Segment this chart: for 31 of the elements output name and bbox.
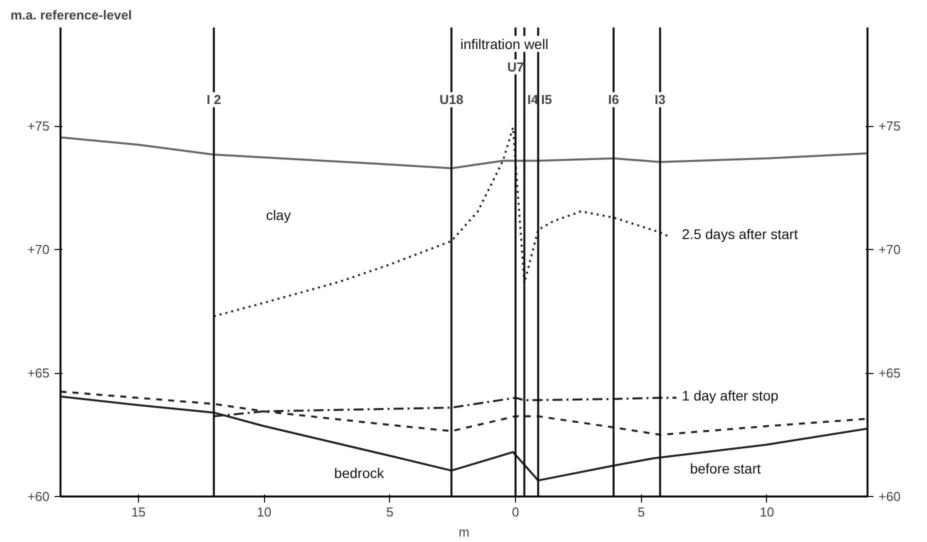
ref-line-label: U18 (440, 92, 464, 108)
ref-line-label: U7 (507, 59, 524, 74)
annotation: 1 day after stop (682, 388, 779, 404)
ref-line-label: I3 (654, 92, 666, 108)
y-tick-label: +70 (27, 242, 50, 258)
line-series (212, 126, 669, 318)
line-series (60, 136, 868, 170)
y-tick-label: +75 (27, 118, 50, 134)
annotation: infiltration well (460, 36, 548, 52)
x-tick-label: 5 (638, 504, 645, 520)
x-tick-label: 15 (131, 504, 146, 520)
y2-tick-label: +70 (878, 242, 901, 258)
annotation: before start (690, 460, 761, 476)
annotation: 2.5 days after start (682, 226, 798, 242)
x-tick-label: 5 (386, 504, 394, 520)
y2-tick-label: +60 (878, 489, 901, 504)
x-tick-label: 10 (256, 504, 272, 520)
y-axis-title: m.a. reference-level (10, 8, 132, 22)
y-tick-label: +65 (27, 366, 50, 381)
annotation: bedrock (334, 465, 385, 482)
x-tick-label: 10 (760, 504, 774, 520)
ref-line-label: I6 (608, 92, 620, 108)
y2-tick-label: +65 (878, 366, 901, 381)
x-tick-label: 0 (512, 504, 520, 520)
annotation: clay (266, 207, 291, 224)
ref-line-label: I5 (541, 92, 552, 108)
y-tick-label: +60 (27, 489, 50, 504)
y2-tick-label: +75 (878, 118, 901, 134)
ref-line-label: I 2 (206, 92, 222, 108)
x-axis-title: m (458, 524, 470, 540)
line-series (60, 390, 868, 436)
